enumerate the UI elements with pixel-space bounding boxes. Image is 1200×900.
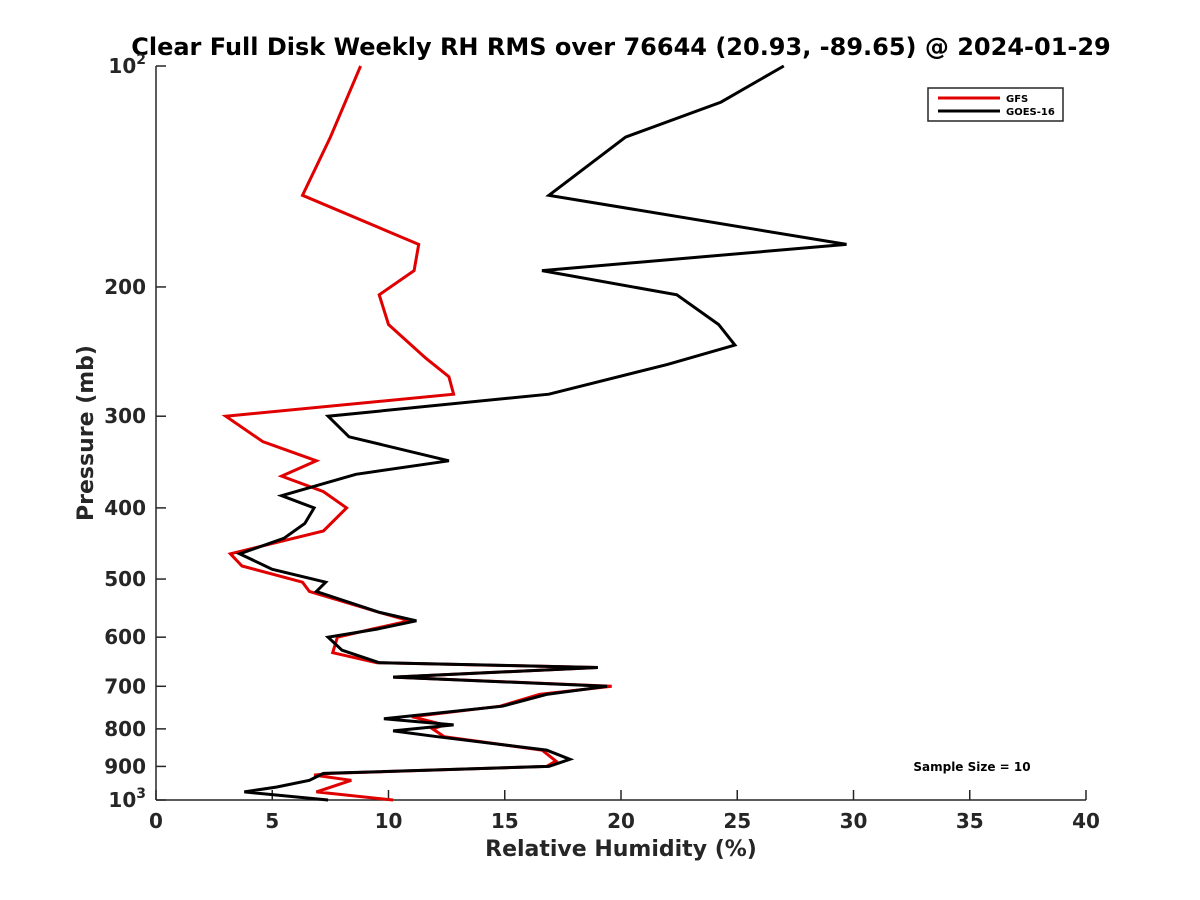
legend: GFS GOES-16 xyxy=(927,87,1064,122)
sample-size-annotation: Sample Size = 10 xyxy=(913,760,1030,774)
x-tick-label: 5 xyxy=(265,809,279,833)
y-tick-label-base: 10 xyxy=(108,788,136,812)
y-tick-label-exponent: 3 xyxy=(136,786,146,802)
y-tick-label: 103 xyxy=(108,786,146,812)
y-axis-label: Pressure (mb) xyxy=(74,345,99,521)
y-tick-label: 700 xyxy=(104,674,146,698)
x-tick-label: 35 xyxy=(956,809,984,833)
y-tick-label-exponent: 2 xyxy=(136,52,146,68)
y-tick-label: 300 xyxy=(104,404,146,428)
series-line-goes-16 xyxy=(235,64,847,802)
y-tick-label: 200 xyxy=(104,275,146,299)
x-tick-label: 10 xyxy=(375,809,403,833)
chart-title: Clear Full Disk Weekly RH RMS over 76644… xyxy=(131,33,1111,61)
y-tick-label: 500 xyxy=(104,567,146,591)
y-tick-label: 400 xyxy=(104,496,146,520)
x-tick-label: 15 xyxy=(491,809,519,833)
y-tick-label: 800 xyxy=(104,717,146,741)
x-axis-label: Relative Humidity (%) xyxy=(485,837,757,862)
y-tick-label: 102 xyxy=(108,52,146,78)
legend-label: GFS xyxy=(1006,94,1028,105)
legend-label: GOES-16 xyxy=(1006,107,1055,118)
x-tick-label: 20 xyxy=(607,809,635,833)
x-tick-label: 25 xyxy=(723,809,751,833)
y-tick-label: 600 xyxy=(104,625,146,649)
x-tick-label: 30 xyxy=(840,809,868,833)
y-tick-label-base: 10 xyxy=(108,54,136,78)
plot-area: 0 5 10 15 20 25 30 35 40102200300400500600700800… xyxy=(104,52,1100,833)
legend-box xyxy=(927,87,1064,122)
y-tick-label: 900 xyxy=(104,754,146,778)
x-tick-label: 40 xyxy=(1072,809,1100,833)
x-tick-label: 0 xyxy=(149,809,163,833)
